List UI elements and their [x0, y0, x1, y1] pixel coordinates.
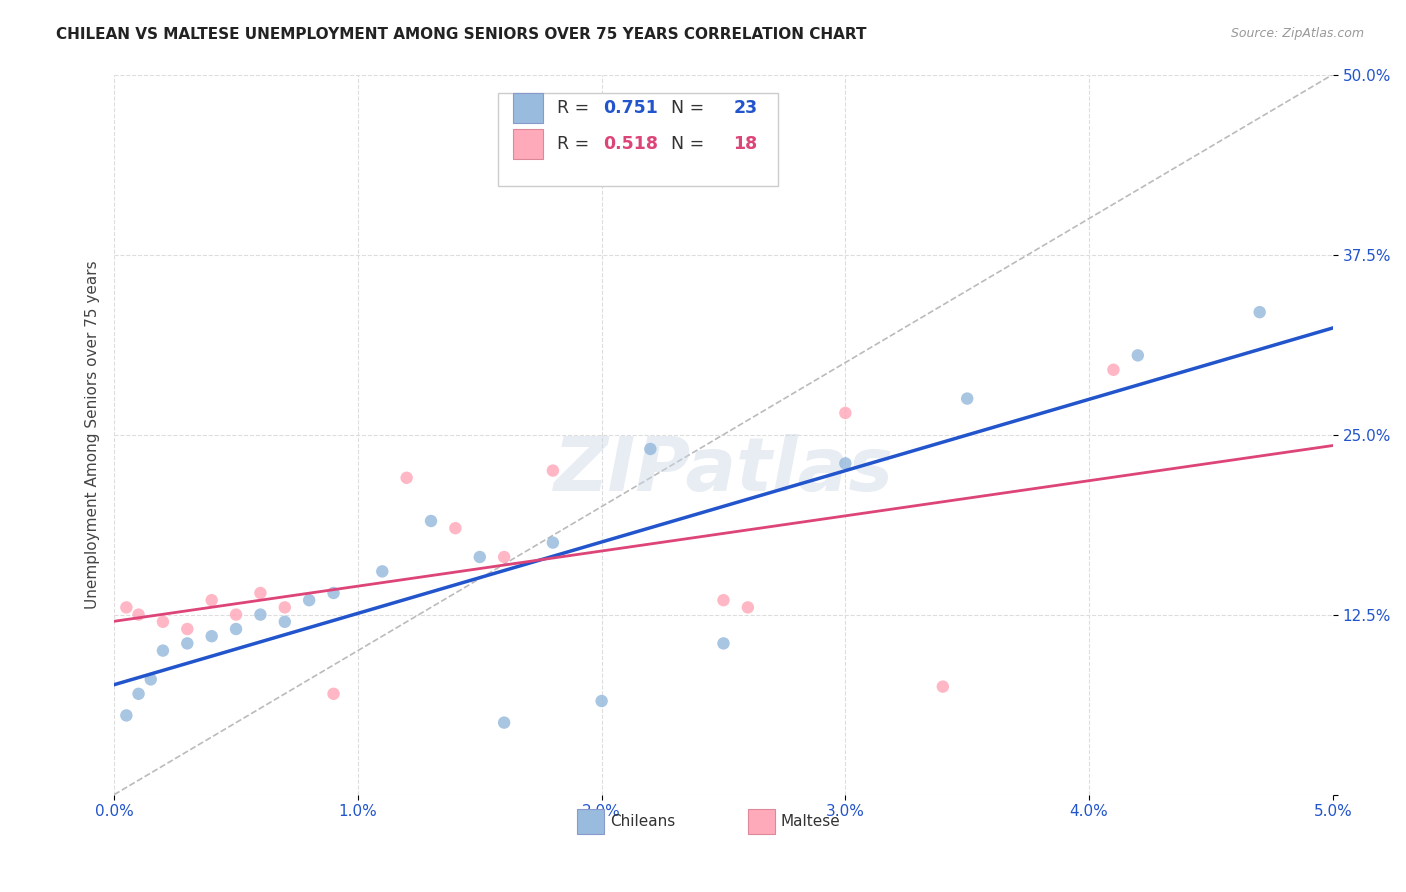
Point: [834, 406, 856, 420]
Point: [201, 593, 224, 607]
Point: [371, 565, 394, 579]
Point: [152, 615, 174, 629]
Text: ZIPatlas: ZIPatlas: [554, 434, 893, 507]
Text: N =: N =: [659, 135, 710, 153]
Point: [420, 514, 443, 528]
Text: Chileans: Chileans: [610, 814, 675, 829]
Text: 18: 18: [734, 135, 758, 153]
Point: [322, 687, 344, 701]
Point: [322, 586, 344, 600]
Point: [1249, 305, 1271, 319]
Bar: [578, 809, 605, 834]
Text: N =: N =: [659, 99, 710, 117]
Point: [494, 715, 516, 730]
Point: [956, 392, 979, 406]
Text: R =: R =: [557, 135, 595, 153]
Point: [444, 521, 467, 535]
Point: [225, 622, 247, 636]
Text: Maltese: Maltese: [780, 814, 841, 829]
Bar: [513, 128, 543, 159]
Text: Source: ZipAtlas.com: Source: ZipAtlas.com: [1230, 27, 1364, 40]
Point: [176, 636, 198, 650]
Point: [249, 607, 271, 622]
Point: [274, 615, 297, 629]
Bar: [513, 93, 543, 123]
FancyBboxPatch shape: [498, 93, 779, 186]
Point: [1102, 363, 1125, 377]
Point: [128, 687, 150, 701]
Text: CHILEAN VS MALTESE UNEMPLOYMENT AMONG SENIORS OVER 75 YEARS CORRELATION CHART: CHILEAN VS MALTESE UNEMPLOYMENT AMONG SE…: [56, 27, 866, 42]
Text: 0.751: 0.751: [603, 99, 658, 117]
Point: [152, 643, 174, 657]
Point: [176, 622, 198, 636]
Point: [834, 456, 856, 470]
Point: [298, 593, 321, 607]
Point: [201, 629, 224, 643]
Bar: [748, 809, 775, 834]
Point: [541, 535, 564, 549]
Y-axis label: Unemployment Among Seniors over 75 years: Unemployment Among Seniors over 75 years: [86, 260, 100, 609]
Point: [591, 694, 613, 708]
Point: [115, 600, 138, 615]
Point: [640, 442, 662, 456]
Text: 0.518: 0.518: [603, 135, 658, 153]
Point: [541, 464, 564, 478]
Point: [932, 680, 955, 694]
Point: [249, 586, 271, 600]
Text: 23: 23: [734, 99, 758, 117]
Point: [713, 593, 735, 607]
Point: [139, 673, 162, 687]
Point: [494, 549, 516, 564]
Point: [737, 600, 759, 615]
Point: [395, 471, 418, 485]
Point: [274, 600, 297, 615]
Point: [468, 549, 491, 564]
Point: [128, 607, 150, 622]
Point: [115, 708, 138, 723]
Point: [713, 636, 735, 650]
Point: [225, 607, 247, 622]
Text: R =: R =: [557, 99, 595, 117]
Point: [1126, 348, 1149, 362]
